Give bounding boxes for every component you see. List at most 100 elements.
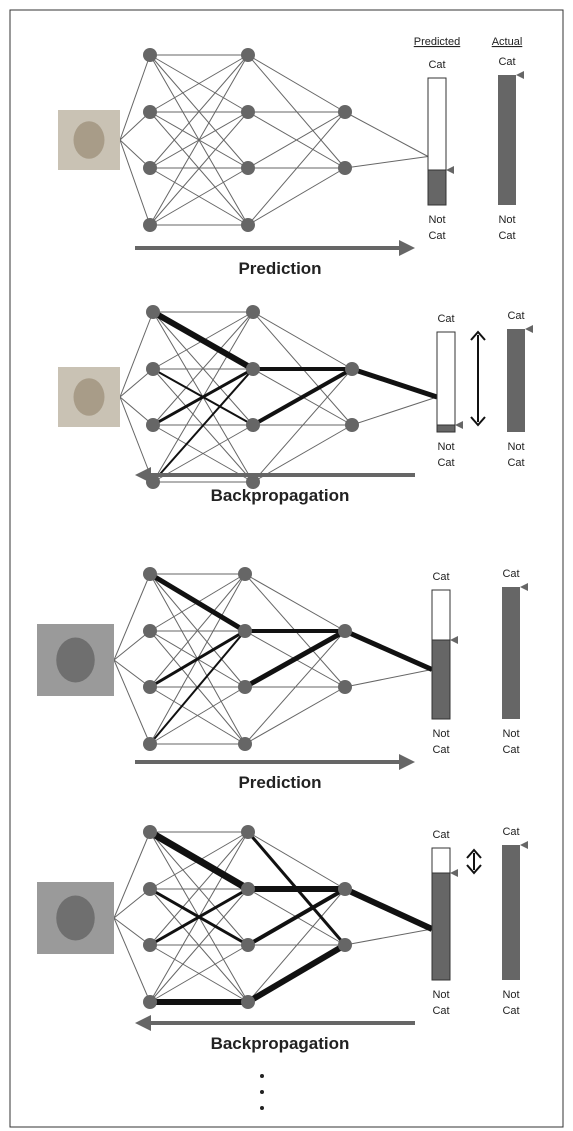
actual-top-label: Cat bbox=[502, 568, 519, 580]
actual-bottom-label: Cat bbox=[502, 1005, 519, 1017]
neuron bbox=[241, 938, 255, 952]
neuron bbox=[338, 680, 352, 694]
neuron bbox=[241, 218, 255, 232]
neuron bbox=[338, 624, 352, 638]
predicted-marker bbox=[455, 421, 463, 429]
edge bbox=[245, 574, 345, 631]
predicted-bottom-label: Cat bbox=[432, 1005, 449, 1017]
edge bbox=[248, 168, 345, 225]
neuron bbox=[143, 938, 157, 952]
neuron bbox=[143, 882, 157, 896]
predicted-marker bbox=[450, 869, 458, 877]
neuron bbox=[241, 105, 255, 119]
predicted-top-label: Cat bbox=[437, 313, 454, 325]
neuron bbox=[338, 882, 352, 896]
neuron bbox=[241, 882, 255, 896]
caption: Prediction bbox=[238, 773, 321, 792]
actual-bottom-label: Not bbox=[502, 728, 519, 740]
actual-bar bbox=[502, 587, 520, 719]
frame bbox=[10, 10, 563, 1127]
edge bbox=[120, 55, 150, 140]
actual-marker bbox=[520, 841, 528, 849]
edge bbox=[253, 312, 352, 369]
actual-top-label: Cat bbox=[498, 56, 515, 68]
neuron bbox=[146, 362, 160, 376]
actual-marker bbox=[520, 583, 528, 591]
predicted-bottom-label: Cat bbox=[432, 744, 449, 756]
cat-face bbox=[74, 378, 105, 416]
neuron bbox=[345, 362, 359, 376]
actual-header: Actual bbox=[492, 36, 523, 48]
actual-bar bbox=[502, 845, 520, 980]
predicted-top-label: Cat bbox=[432, 829, 449, 841]
edge bbox=[345, 157, 428, 169]
cat-face bbox=[74, 121, 105, 159]
actual-top-label: Cat bbox=[502, 826, 519, 838]
neuron bbox=[143, 995, 157, 1009]
predicted-bottom-label: Cat bbox=[428, 230, 445, 242]
neuron bbox=[338, 105, 352, 119]
edge bbox=[345, 670, 432, 688]
edge bbox=[120, 140, 150, 225]
edge bbox=[345, 929, 432, 945]
neuron bbox=[246, 362, 260, 376]
direction-arrowhead bbox=[399, 754, 415, 770]
edge bbox=[345, 889, 432, 929]
edge bbox=[248, 55, 345, 112]
neuron bbox=[143, 567, 157, 581]
predicted-top-label: Cat bbox=[428, 59, 445, 71]
caption: Prediction bbox=[238, 259, 321, 278]
caption: Backpropagation bbox=[211, 1034, 350, 1053]
neuron bbox=[241, 995, 255, 1009]
predicted-bottom-label: Not bbox=[432, 989, 449, 1001]
actual-bottom-label: Not bbox=[507, 441, 524, 453]
predicted-fill bbox=[432, 640, 450, 719]
neuron bbox=[143, 161, 157, 175]
actual-bar bbox=[498, 75, 516, 205]
neuron bbox=[143, 825, 157, 839]
neuron bbox=[146, 418, 160, 432]
edge bbox=[352, 397, 437, 425]
predicted-fill bbox=[428, 170, 446, 205]
page: {"panels": [ {"predicted_header": "Predi… bbox=[0, 0, 573, 1131]
neuron bbox=[143, 624, 157, 638]
predicted-top-label: Cat bbox=[432, 571, 449, 583]
actual-marker bbox=[516, 71, 524, 79]
predicted-bottom-label: Cat bbox=[437, 457, 454, 469]
actual-bottom-label: Cat bbox=[502, 744, 519, 756]
edge bbox=[114, 660, 150, 744]
predicted-bar bbox=[437, 332, 455, 432]
edge bbox=[245, 687, 345, 744]
direction-arrowhead bbox=[399, 240, 415, 256]
predicted-marker bbox=[446, 166, 454, 174]
ellipsis-dot bbox=[260, 1090, 264, 1094]
neuron bbox=[238, 737, 252, 751]
ellipsis-dot bbox=[260, 1106, 264, 1110]
predicted-fill bbox=[437, 425, 455, 432]
neuron bbox=[143, 737, 157, 751]
edge bbox=[352, 369, 437, 397]
neuron bbox=[338, 161, 352, 175]
edge bbox=[114, 832, 150, 918]
neuron bbox=[143, 680, 157, 694]
diagram: PredictedActualCatCatNotCatNotCatPredict… bbox=[0, 0, 573, 1131]
actual-marker bbox=[525, 325, 533, 333]
neuron bbox=[241, 48, 255, 62]
actual-top-label: Cat bbox=[507, 310, 524, 322]
neuron bbox=[143, 105, 157, 119]
actual-bar bbox=[507, 329, 525, 432]
predicted-fill bbox=[432, 873, 450, 980]
actual-bottom-label: Cat bbox=[498, 230, 515, 242]
actual-bottom-label: Not bbox=[498, 214, 515, 226]
ellipsis-dot bbox=[260, 1074, 264, 1078]
neuron bbox=[238, 624, 252, 638]
neuron bbox=[246, 305, 260, 319]
cat-face bbox=[56, 638, 95, 683]
predicted-bottom-label: Not bbox=[432, 728, 449, 740]
edge bbox=[114, 574, 150, 660]
neuron bbox=[143, 218, 157, 232]
neuron bbox=[338, 938, 352, 952]
actual-bottom-label: Not bbox=[502, 989, 519, 1001]
predicted-marker bbox=[450, 636, 458, 644]
edge bbox=[114, 918, 150, 1002]
